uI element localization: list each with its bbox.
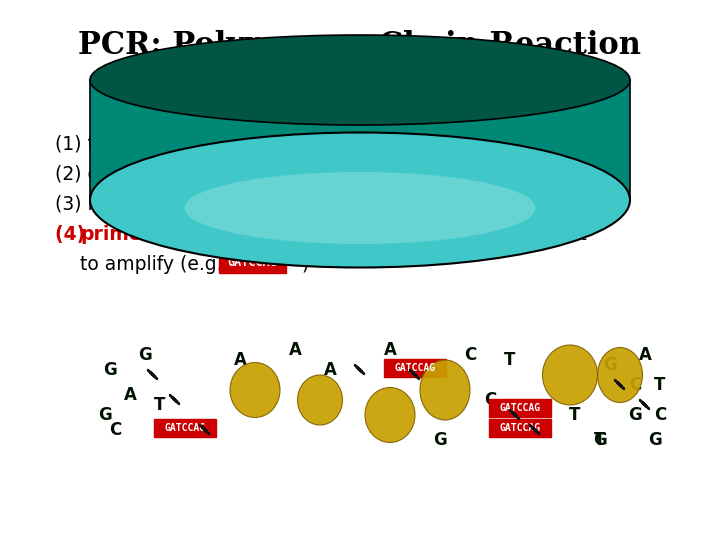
Ellipse shape: [420, 360, 470, 420]
Text: G: G: [603, 356, 617, 374]
Ellipse shape: [90, 35, 630, 125]
Text: C: C: [464, 346, 476, 364]
Ellipse shape: [489, 159, 507, 181]
Text: (3) lottsa free nucleotides: (3) lottsa free nucleotides: [55, 195, 297, 214]
FancyBboxPatch shape: [489, 399, 551, 417]
FancyBboxPatch shape: [219, 253, 286, 273]
Text: C: C: [109, 421, 121, 439]
Text: (4): (4): [55, 225, 91, 244]
Text: GATCCAG: GATCCAG: [500, 423, 541, 433]
Text: A: A: [233, 351, 246, 369]
Text: A: A: [639, 346, 652, 364]
Text: GATCCAG: GATCCAG: [500, 403, 541, 413]
Text: GATCCAG: GATCCAG: [228, 256, 277, 269]
Text: G: G: [648, 431, 662, 449]
Polygon shape: [90, 80, 630, 200]
Ellipse shape: [598, 348, 642, 402]
Text: C: C: [629, 376, 641, 394]
Text: G: G: [593, 431, 607, 449]
Text: primers: primers: [80, 225, 162, 244]
Text: G: G: [138, 346, 152, 364]
Text: A: A: [384, 341, 397, 359]
Text: = short initial section of the gene that you want: = short initial section of the gene that…: [130, 225, 587, 244]
Ellipse shape: [542, 345, 598, 405]
Ellipse shape: [491, 152, 501, 160]
Text: G: G: [628, 406, 642, 424]
Text: T: T: [504, 351, 516, 369]
Ellipse shape: [365, 388, 415, 442]
Ellipse shape: [297, 375, 343, 425]
Ellipse shape: [90, 132, 630, 267]
Text: to amplify (e.g.,: to amplify (e.g.,: [80, 255, 228, 274]
Text: GATCCAG: GATCCAG: [395, 363, 436, 373]
Text: A: A: [323, 361, 336, 379]
Ellipse shape: [230, 362, 280, 417]
Text: T: T: [169, 421, 181, 439]
Text: T: T: [594, 431, 606, 449]
Text: (1) the DNA that you want to amplify: (1) the DNA that you want to amplify: [55, 135, 402, 154]
Text: Start with a soup containing:: Start with a soup containing:: [155, 100, 426, 119]
Ellipse shape: [184, 172, 536, 244]
Text: G: G: [103, 361, 117, 379]
FancyBboxPatch shape: [154, 419, 216, 437]
Text: GATCCAG: GATCCAG: [164, 423, 206, 433]
Text: T: T: [654, 376, 666, 394]
FancyBboxPatch shape: [384, 359, 446, 377]
Text: (2) enzymes to replicate DNA (polymerase): (2) enzymes to replicate DNA (polymerase…: [55, 165, 462, 184]
Text: T: T: [154, 396, 166, 414]
FancyBboxPatch shape: [489, 419, 551, 437]
Text: A: A: [124, 386, 136, 404]
Text: C: C: [654, 406, 666, 424]
Text: G: G: [98, 406, 112, 424]
Text: T: T: [570, 406, 581, 424]
Text: G: G: [433, 431, 447, 449]
Text: C: C: [484, 391, 496, 409]
Text: A: A: [289, 341, 302, 359]
Text: PCR: Polymerase Chain Reaction: PCR: Polymerase Chain Reaction: [78, 30, 642, 61]
Text: ): ): [290, 255, 310, 274]
